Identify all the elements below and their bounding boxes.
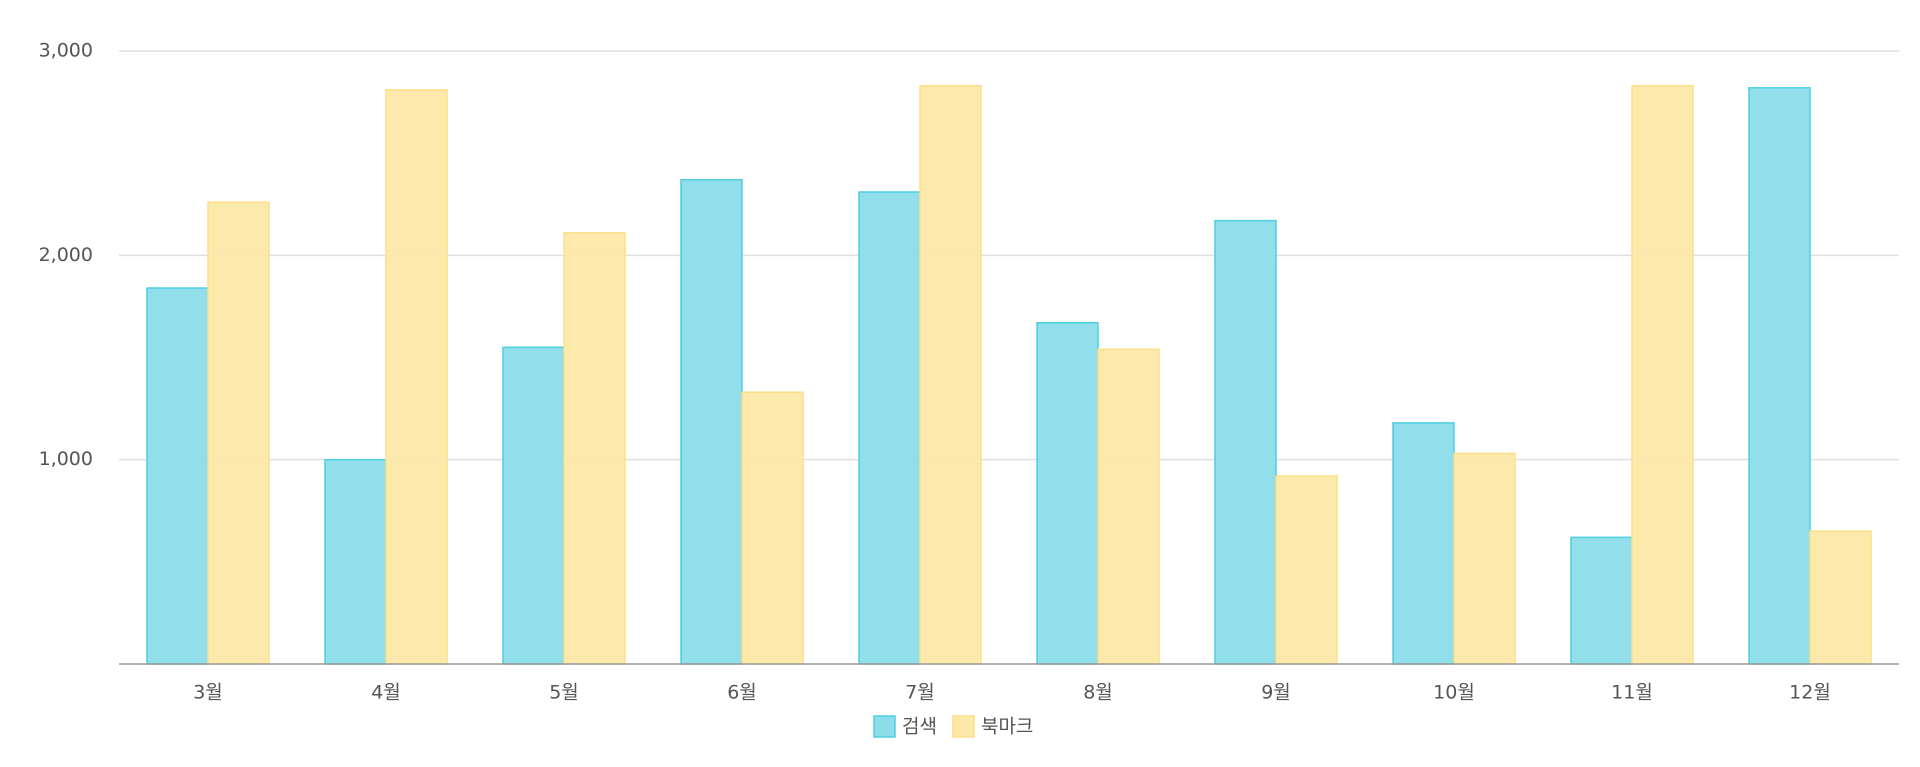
bar (741, 391, 804, 665)
bar (207, 201, 270, 665)
bar (1036, 322, 1099, 665)
bar (919, 84, 982, 665)
bar (1748, 87, 1811, 665)
bar (1809, 530, 1872, 665)
bar (1097, 348, 1160, 665)
x-tick-label: 4월 (371, 682, 401, 704)
legend-swatch (873, 715, 896, 738)
bar (563, 232, 626, 665)
legend-label: 검색 (902, 716, 937, 738)
legend-label: 북마크 (981, 716, 1033, 738)
legend-item[interactable]: 북마크 (952, 715, 1033, 738)
x-tick-label: 7월 (905, 682, 935, 704)
y-tick-label: 3,000 (39, 40, 93, 62)
bar (1392, 422, 1455, 665)
x-tick-label: 5월 (549, 682, 579, 704)
legend-swatch (952, 715, 975, 738)
x-tick-label: 12월 (1789, 682, 1831, 704)
bar (1214, 219, 1277, 665)
legend-item[interactable]: 검색 (873, 715, 937, 738)
bar (146, 287, 209, 665)
bar (502, 346, 565, 665)
x-tick-label: 3월 (193, 682, 223, 704)
y-tick-label: 2,000 (39, 244, 93, 266)
bar (1631, 84, 1694, 665)
bar (1453, 452, 1516, 665)
legend: 검색 북마크 (873, 715, 1033, 738)
bar (385, 89, 448, 665)
y-tick-label: 1,000 (39, 448, 93, 470)
x-tick-label: 10월 (1433, 682, 1475, 704)
x-tick-label: 8월 (1083, 682, 1113, 704)
bar (324, 458, 387, 665)
bar (1570, 536, 1633, 665)
x-tick-label: 11월 (1611, 682, 1653, 704)
x-tick-label: 9월 (1261, 682, 1291, 704)
bar (680, 178, 743, 665)
x-tick-label: 6월 (727, 682, 757, 704)
bar (858, 191, 921, 665)
bar (1275, 475, 1338, 665)
